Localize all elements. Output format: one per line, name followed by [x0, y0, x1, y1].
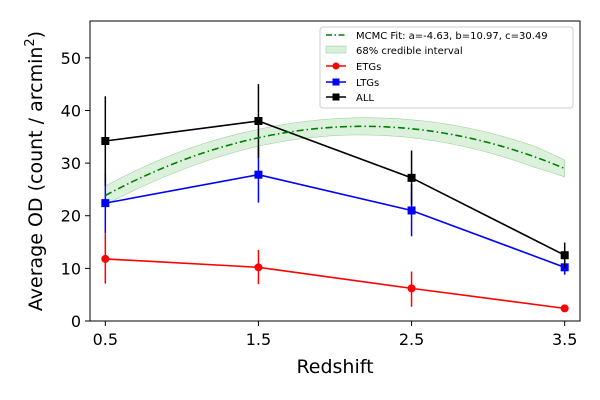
x-axis-label: Redshift — [296, 356, 373, 378]
legend-all-swatch-marker — [332, 93, 340, 101]
mcmc-fit-line — [104, 125, 565, 197]
series-line-ltgs — [105, 173, 565, 269]
y-tick-label: 20 — [61, 207, 81, 226]
series-line-all — [105, 120, 566, 256]
data-point-ltgs — [254, 170, 263, 179]
y-axis-label-superscript: 2 — [23, 38, 38, 46]
legend-ltg-label: LTGs — [356, 78, 379, 89]
plot-frame — [89, 20, 581, 322]
legend-band-swatch — [325, 45, 347, 54]
credible-interval-band — [105, 117, 565, 206]
legend-box — [319, 26, 574, 109]
y-axis-label: Average OD (count / arcmin2) — [23, 31, 47, 311]
data-point-etgs — [560, 304, 569, 313]
legend-etg-label: ETGs — [356, 62, 381, 73]
y-tick-label: 50 — [61, 49, 81, 68]
data-point-etgs — [254, 263, 263, 272]
axes-layer: 0.5 1.5 2.5 3.5 0 10 20 30 40 50 — [61, 49, 578, 349]
legend: MCMC Fit: a=-4.63, b=10.97, c=30.49 68% … — [319, 26, 574, 109]
data-point-ltgs — [101, 199, 110, 208]
fit-layer — [104, 125, 565, 197]
data-point-etgs — [101, 254, 110, 263]
data-point-ltgs — [407, 206, 416, 215]
legend-band-label: 68% credible interval — [356, 46, 463, 57]
legend-etg-swatch-marker — [332, 62, 340, 70]
data-point-all — [560, 251, 569, 260]
y-tick-label: 30 — [61, 154, 81, 173]
y-tick-label: 0 — [71, 312, 81, 331]
x-tick-label: 2.5 — [399, 330, 424, 349]
series-line-etgs — [105, 258, 565, 310]
y-tick-label: 40 — [61, 101, 81, 120]
data-point-all — [407, 173, 416, 182]
legend-ltg-swatch-marker — [332, 78, 340, 86]
credible-band-layer — [105, 117, 565, 206]
legend-fit-label: MCMC Fit: a=-4.63, b=10.97, c=30.49 — [356, 31, 548, 42]
legend-all-label: ALL — [356, 93, 374, 104]
x-tick-label: 0.5 — [93, 330, 118, 349]
x-tick-label: 1.5 — [246, 330, 271, 349]
series-all — [101, 84, 569, 268]
series-etgs — [101, 233, 569, 313]
data-point-all — [101, 137, 110, 145]
y-tick-label: 10 — [61, 259, 81, 278]
series-layer — [101, 84, 569, 313]
x-tick-label: 3.5 — [552, 330, 577, 349]
data-point-all — [254, 117, 263, 125]
data-point-etgs — [407, 284, 416, 293]
